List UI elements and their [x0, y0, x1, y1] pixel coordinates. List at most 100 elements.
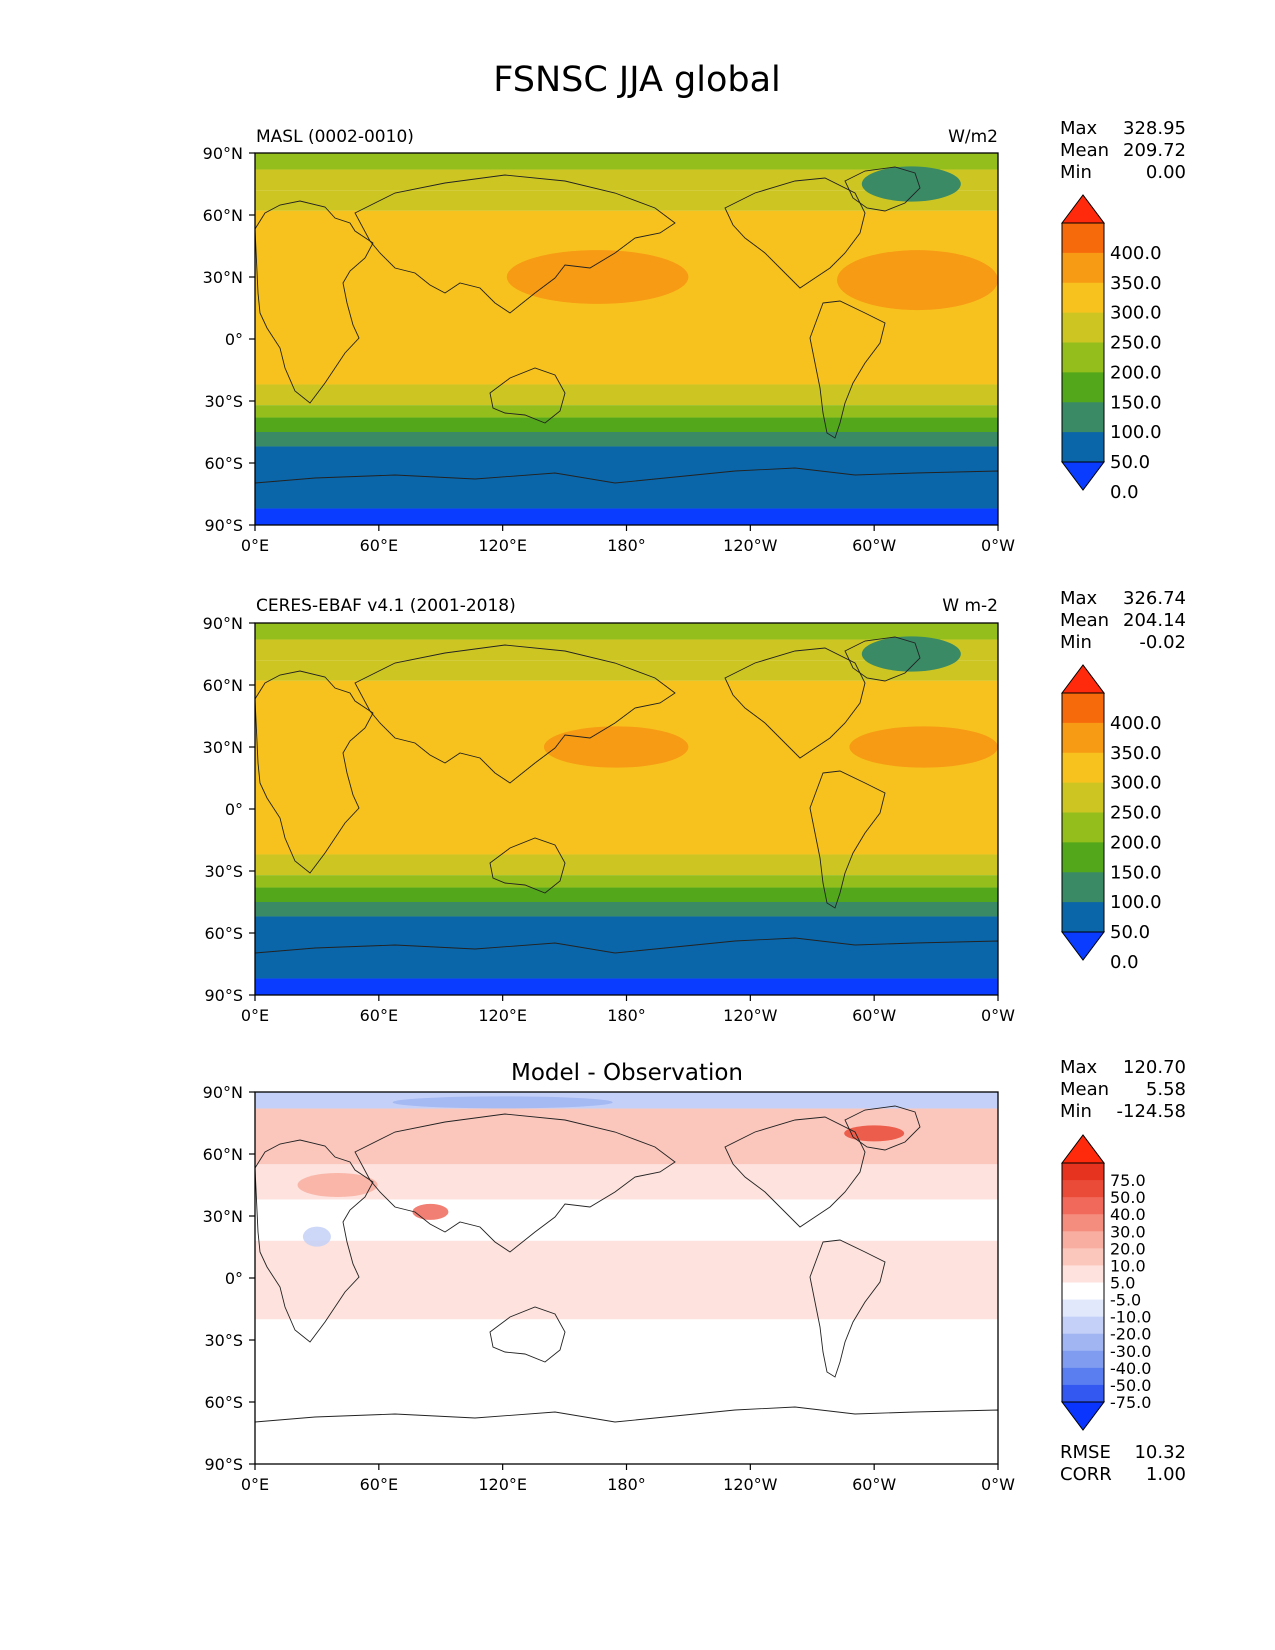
- colorbar-level-label: 5.0: [1110, 1274, 1135, 1293]
- stats-block: Max 120.70 Mean 5.58 Min -124.58: [1060, 1057, 1186, 1122]
- stat-label: Min: [1060, 162, 1092, 183]
- field-band: [255, 902, 998, 917]
- colorbar-segment: [1062, 902, 1104, 933]
- colorbar-level-label: 50.0: [1110, 452, 1150, 473]
- colorbar-segment: [1062, 1316, 1104, 1335]
- lat-tick-label: 90°S: [204, 1455, 243, 1474]
- stat-value: 120.70: [1123, 1057, 1186, 1078]
- stat-label: Max: [1060, 1057, 1098, 1078]
- lat-tick-label: 60°S: [204, 454, 243, 473]
- panel-title: CERES-EBAF v4.1 (2001-2018): [256, 596, 516, 616]
- stat-value: -124.58: [1117, 1101, 1186, 1122]
- lon-tick-label: 120°W: [723, 536, 778, 555]
- lon-tick-label: 60°E: [360, 1006, 398, 1025]
- figure-title: FSNSC JJA global: [493, 60, 781, 100]
- lat-tick-label: 60°N: [203, 676, 243, 695]
- colorbar-segment: [1062, 1265, 1104, 1283]
- colorbar-level-label: 200.0: [1110, 832, 1162, 853]
- colorbar-level-label: 400.0: [1110, 713, 1162, 734]
- colorbar-extend-min: [1061, 1401, 1105, 1431]
- lat-tick-label: 30°N: [203, 1207, 243, 1226]
- panel-observation: CERES-EBAF v4.1 (2001-2018) W m-2 90°N 60…: [203, 588, 1186, 1025]
- colorbar-segment: [1062, 842, 1104, 873]
- lon-tick-label: 180°: [607, 1475, 646, 1494]
- field-band: [255, 405, 998, 418]
- colorbar-level-label: -40.0: [1110, 1359, 1151, 1378]
- field-band: [255, 169, 998, 191]
- colorbar-level-label: 0.0: [1110, 952, 1139, 973]
- colorbar-frame: [1061, 692, 1105, 933]
- lon-tick-label: 180°: [607, 536, 646, 555]
- field-band: [255, 1294, 998, 1320]
- colorbar-segment: [1062, 1231, 1104, 1249]
- colorbar-segment: [1062, 1282, 1104, 1301]
- colorbar-segment: [1062, 812, 1104, 843]
- colorbar-extend-max: [1061, 664, 1105, 694]
- field-region: [506, 250, 689, 304]
- colorbar-level-label: 30.0: [1110, 1222, 1146, 1241]
- x-axis: 0°E 60°E 120°E 180° 120°W 60°W 0°W: [241, 525, 1015, 555]
- lat-tick-label: 90°N: [203, 1083, 243, 1102]
- field-region: [302, 1226, 331, 1247]
- stats-block: Max 328.95 Mean 209.72 Min 0.00: [1060, 118, 1186, 183]
- field-region: [849, 726, 998, 768]
- colorbar-level-label: -50.0: [1110, 1376, 1151, 1395]
- field-band: [255, 680, 998, 855]
- stat-value: -0.02: [1139, 632, 1186, 653]
- panel-title: MASL (0002-0010): [256, 127, 414, 147]
- field-band: [255, 623, 998, 640]
- colorbar-level-label: 100.0: [1110, 422, 1162, 443]
- colorbar-frame: [1061, 222, 1105, 463]
- colorbar-segment: [1062, 752, 1104, 784]
- colorbar-segment: [1062, 312, 1104, 343]
- lon-tick-label: 0°W: [981, 1475, 1015, 1494]
- field-region: [543, 726, 689, 768]
- colorbar-segment: [1062, 782, 1104, 813]
- metric-label: CORR: [1060, 1464, 1112, 1485]
- stat-label: Mean: [1060, 1079, 1109, 1100]
- field-band: [255, 432, 998, 447]
- lat-tick-label: 60°N: [203, 1145, 243, 1164]
- lat-tick-label: 30°N: [203, 268, 243, 287]
- stat-label: Mean: [1060, 140, 1109, 161]
- colorbar-segment: [1062, 693, 1104, 724]
- stat-value: 326.74: [1123, 588, 1186, 609]
- field-band: [255, 660, 998, 681]
- stat-value: 209.72: [1123, 140, 1186, 161]
- stat-label: Min: [1060, 1101, 1092, 1122]
- lon-tick-label: 60°E: [360, 1475, 398, 1494]
- panel-title: Model - Observation: [511, 1060, 743, 1086]
- map-panel-difference: [255, 1092, 998, 1464]
- field-band: [255, 446, 998, 509]
- lon-tick-label: 180°: [607, 1006, 646, 1025]
- colorbar-level-label: 350.0: [1110, 273, 1162, 294]
- x-axis: 0°E 60°E 120°E 180° 120°W 60°W 0°W: [241, 1464, 1015, 1494]
- colorbar-extend-min: [1061, 461, 1105, 491]
- colorbar-level-label: 300.0: [1110, 303, 1162, 324]
- lat-tick-label: 90°N: [203, 144, 243, 163]
- field-band: [255, 190, 998, 211]
- colorbar-segment: [1062, 1299, 1104, 1318]
- lat-tick-label: 0°: [225, 330, 243, 349]
- colorbar-level-label: 350.0: [1110, 743, 1162, 764]
- colorbar-segment: [1062, 722, 1104, 754]
- lon-tick-label: 60°E: [360, 536, 398, 555]
- colorbar: 400.0 350.0 300.0 250.0 200.0 150.0 100.0 50.0 0…: [1061, 194, 1162, 503]
- stat-value: 5.58: [1146, 1079, 1186, 1100]
- stats-block: Max 326.74 Mean 204.14 Min -0.02: [1060, 588, 1186, 653]
- lat-tick-label: 60°N: [203, 206, 243, 225]
- stat-value: 204.14: [1123, 610, 1186, 631]
- colorbar-extend-min: [1061, 931, 1105, 961]
- stat-value: 0.00: [1146, 162, 1186, 183]
- colorbar-level-label: 50.0: [1110, 1188, 1146, 1207]
- colorbar-level-label: 50.0: [1110, 922, 1150, 943]
- lon-tick-label: 0°E: [241, 1475, 269, 1494]
- colorbar-segment: [1062, 342, 1104, 373]
- colorbar-level-label: 300.0: [1110, 773, 1162, 794]
- colorbar-level-label: 0.0: [1110, 482, 1139, 503]
- colorbar-frame: [1061, 1162, 1105, 1403]
- colorbar-segment: [1062, 372, 1104, 403]
- lon-tick-label: 120°E: [478, 1006, 527, 1025]
- metric-label: RMSE: [1060, 1442, 1111, 1463]
